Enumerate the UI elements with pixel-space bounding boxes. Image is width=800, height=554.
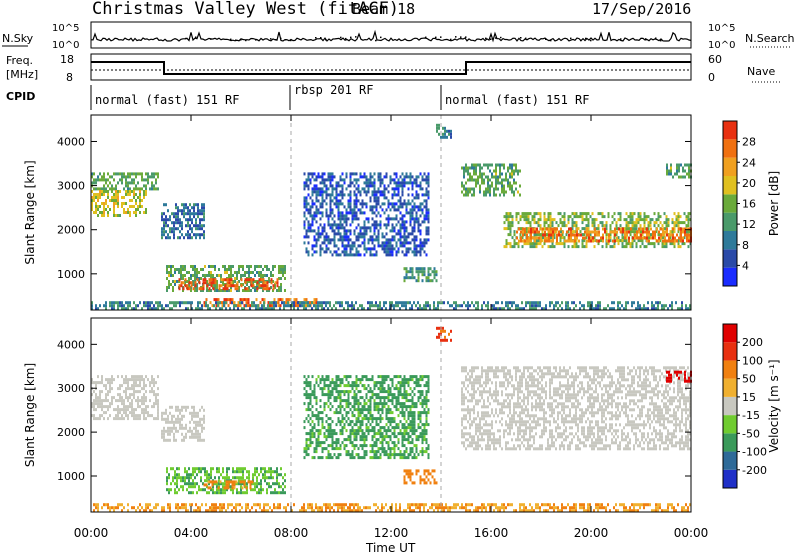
freq-left-tick-top: 18 <box>60 53 74 66</box>
time-axis: 00:00 04:00 08:00 12:00 16:00 20:00 00:00 <box>74 526 709 540</box>
colorbar-swatch <box>723 176 737 195</box>
colorbar-swatch <box>723 433 737 452</box>
y-tick-label: 1000 <box>57 470 85 483</box>
colorbar-tick-label: 8 <box>742 239 749 252</box>
colorbar-swatch <box>723 342 737 361</box>
x-tick-label: 04:00 <box>174 526 209 540</box>
echo-region <box>161 405 205 442</box>
y-tick-label: 3000 <box>57 180 85 193</box>
power-colorbar: 4 8 12 16 20 24 28 Power [dB] <box>722 120 781 287</box>
nsky-right-tick-top: 10^5 <box>708 23 735 34</box>
freq-right-tick-top: 60 <box>708 53 722 66</box>
nsky-label: N.Sky <box>2 32 34 45</box>
x-tick-label: 12:00 <box>374 526 409 540</box>
cpid-panel: CPID normal (fast) 151 RF rbsp 201 RF no… <box>6 83 590 110</box>
nave-label: Nave <box>747 65 775 78</box>
x-tick-label: 00:00 <box>74 526 109 540</box>
colorbar-swatch <box>723 194 737 213</box>
cpid-label: CPID <box>6 90 35 103</box>
colorbar-swatch <box>723 157 737 176</box>
colorbar-tick-label: 20 <box>742 177 756 190</box>
date-label: 17/Sep/2016 <box>592 0 691 18</box>
x-tick-label: 16:00 <box>474 526 509 540</box>
colorbar-swatch <box>723 469 737 488</box>
colorbar-tick-label: 24 <box>742 156 756 169</box>
echo-region <box>166 467 286 495</box>
x-tick-label: 00:00 <box>674 526 709 540</box>
colorbar-swatch <box>723 139 737 158</box>
colorbar-tick-label: -15 <box>742 409 760 422</box>
power-heatmap: 1000 2000 3000 4000 Slant Range [km] <box>23 114 692 311</box>
y-axis-label: Slant Range [km] <box>23 363 37 467</box>
colorbar-tick-label: 100 <box>742 354 763 367</box>
y-tick-label: 1000 <box>57 268 85 281</box>
colorbar-label: Power [dB] <box>767 171 781 236</box>
cpid-segment-3: normal (fast) 151 RF <box>445 93 590 107</box>
colorbar-swatch <box>723 378 737 397</box>
colorbar-swatch <box>723 415 737 434</box>
x-tick-label: 08:00 <box>274 526 309 540</box>
y-tick-label: 4000 <box>57 135 85 148</box>
nsky-panel: N.Sky 10^5 10^0 10^5 10^0 N.Search <box>2 21 795 51</box>
colorbar-tick-label: 28 <box>742 136 756 149</box>
colorbar-tick-label: 200 <box>742 336 763 349</box>
colorbar-tick-label: -50 <box>742 427 760 440</box>
colorbar-tick-label: 15 <box>742 391 756 404</box>
nsky-right-tick-bottom: 10^0 <box>708 40 735 51</box>
freq-right-tick-bottom: 0 <box>708 71 715 84</box>
echo-region <box>161 203 205 240</box>
echo-region <box>303 375 430 460</box>
x-tick-label: 20:00 <box>574 526 609 540</box>
x-axis-label: Time UT <box>365 541 416 554</box>
colorbar-swatch <box>723 212 737 231</box>
y-axis-label: Slant Range [km] <box>23 160 37 264</box>
y-tick-label: 2000 <box>57 426 85 439</box>
colorbar-tick-label: 50 <box>742 373 756 386</box>
nsky-left-tick-bottom: 10^0 <box>52 40 79 51</box>
nsearch-label: N.Search <box>745 32 795 45</box>
echo-region <box>436 123 452 139</box>
freq-left-tick-bottom: 8 <box>66 71 73 84</box>
echo-region <box>178 278 279 291</box>
colorbar-swatch <box>723 249 737 268</box>
echo-region <box>203 480 254 490</box>
echo-region <box>303 172 430 257</box>
echo-region <box>91 375 159 421</box>
velocity-heatmap: 1000 2000 3000 4000 Slant Range [km] <box>23 317 692 513</box>
colorbar-swatch <box>723 267 737 286</box>
colorbar-swatch <box>723 360 737 379</box>
echo-region <box>91 190 147 217</box>
colorbar-swatch <box>723 396 737 416</box>
colorbar-swatch <box>723 121 737 140</box>
echo-region <box>91 301 691 311</box>
beam-label: Beam 18 <box>352 0 415 18</box>
colorbar-swatch <box>723 451 737 470</box>
y-tick-label: 2000 <box>57 224 85 237</box>
nsky-left-tick-top: 10^5 <box>52 23 79 34</box>
cpid-segment-1: normal (fast) 151 RF <box>95 93 240 107</box>
frequency-trace <box>91 61 691 75</box>
colorbar-swatch <box>723 231 737 250</box>
colorbar-tick-label: 4 <box>742 259 749 272</box>
freq-label-2: [MHz] <box>6 68 38 81</box>
colorbar-tick-label: -100 <box>742 446 767 459</box>
echo-region <box>461 163 521 197</box>
y-tick-label: 4000 <box>57 338 85 351</box>
echo-region <box>403 267 438 283</box>
echo-region <box>403 469 438 485</box>
freq-label-1: Freq. <box>6 54 33 67</box>
colorbar-label: Velocity [m s⁻¹] <box>767 359 781 452</box>
freq-panel: Freq. [MHz] 18 8 60 0 Nave <box>6 53 782 84</box>
echo-region <box>93 503 691 513</box>
nsky-trace <box>90 29 692 43</box>
cpid-segment-2: rbsp 201 RF <box>294 83 373 97</box>
colorbar-tick-label: 12 <box>742 218 756 231</box>
y-tick-label: 3000 <box>57 382 85 395</box>
colorbar-tick-label: -200 <box>742 464 767 477</box>
colorbar-tick-label: 16 <box>742 198 756 211</box>
colorbar-swatch <box>723 324 737 343</box>
plot-title: Christmas Valley West (fitACF) <box>92 0 399 19</box>
